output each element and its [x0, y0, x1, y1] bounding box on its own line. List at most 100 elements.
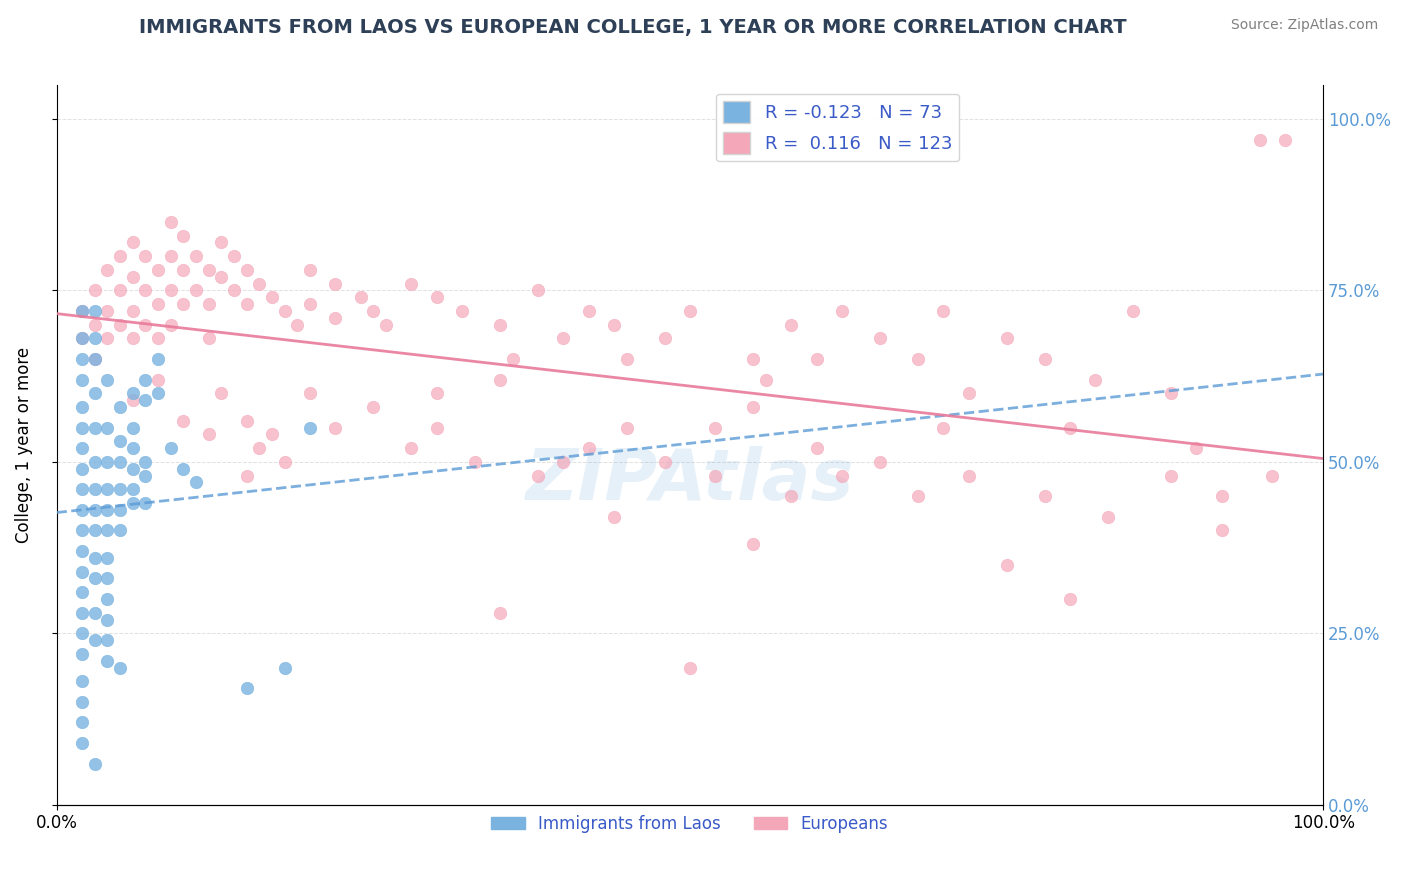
Point — [159, 441, 181, 455]
Point — [121, 461, 143, 475]
Point — [247, 441, 270, 455]
Point — [172, 297, 194, 311]
Point — [70, 461, 93, 475]
Point — [1097, 509, 1119, 524]
Point — [742, 537, 765, 551]
Point — [426, 420, 449, 434]
Point — [70, 565, 93, 579]
Point — [184, 475, 207, 490]
Point — [108, 284, 131, 298]
Point — [108, 503, 131, 517]
Point — [108, 249, 131, 263]
Point — [121, 420, 143, 434]
Point — [70, 441, 93, 455]
Point — [83, 351, 105, 366]
Text: Source: ZipAtlas.com: Source: ZipAtlas.com — [1230, 18, 1378, 32]
Point — [374, 318, 396, 332]
Point — [83, 756, 105, 771]
Point — [96, 304, 118, 318]
Point — [70, 503, 93, 517]
Point — [235, 262, 257, 277]
Point — [96, 455, 118, 469]
Point — [159, 249, 181, 263]
Point — [96, 613, 118, 627]
Point — [96, 524, 118, 538]
Point — [489, 372, 512, 386]
Point — [121, 441, 143, 455]
Point — [553, 331, 575, 345]
Point — [83, 304, 105, 318]
Point — [247, 277, 270, 291]
Point — [172, 228, 194, 243]
Point — [1084, 372, 1107, 386]
Legend: R = -0.123   N = 73, R =  0.116   N = 123: R = -0.123 N = 73, R = 0.116 N = 123 — [716, 94, 959, 161]
Point — [96, 420, 118, 434]
Point — [121, 386, 143, 401]
Point — [108, 318, 131, 332]
Text: ZIPAtlas: ZIPAtlas — [526, 446, 853, 516]
Point — [83, 455, 105, 469]
Point — [146, 297, 169, 311]
Point — [83, 351, 105, 366]
Point — [806, 351, 828, 366]
Point — [159, 215, 181, 229]
Point — [121, 304, 143, 318]
Point — [464, 455, 486, 469]
Point — [995, 331, 1018, 345]
Point — [108, 455, 131, 469]
Point — [932, 420, 955, 434]
Point — [121, 269, 143, 284]
Point — [932, 304, 955, 318]
Point — [96, 571, 118, 585]
Point — [121, 331, 143, 345]
Point — [869, 455, 891, 469]
Point — [197, 331, 219, 345]
Point — [83, 503, 105, 517]
Point — [1211, 489, 1233, 503]
Point — [273, 304, 295, 318]
Point — [96, 372, 118, 386]
Point — [197, 427, 219, 442]
Point — [426, 290, 449, 304]
Y-axis label: College, 1 year or more: College, 1 year or more — [15, 347, 32, 542]
Point — [96, 654, 118, 668]
Point — [121, 235, 143, 250]
Point — [616, 420, 638, 434]
Point — [172, 461, 194, 475]
Point — [83, 284, 105, 298]
Point — [146, 331, 169, 345]
Point — [70, 400, 93, 414]
Point — [159, 318, 181, 332]
Point — [146, 351, 169, 366]
Point — [1033, 351, 1056, 366]
Point — [121, 393, 143, 408]
Point — [96, 262, 118, 277]
Point — [260, 427, 283, 442]
Point — [70, 585, 93, 599]
Point — [553, 455, 575, 469]
Point — [70, 304, 93, 318]
Point — [426, 386, 449, 401]
Point — [96, 503, 118, 517]
Point — [70, 674, 93, 689]
Point — [70, 372, 93, 386]
Point — [70, 736, 93, 750]
Point — [957, 386, 980, 401]
Point — [96, 591, 118, 606]
Point — [70, 351, 93, 366]
Point — [831, 468, 853, 483]
Point — [489, 318, 512, 332]
Point — [96, 331, 118, 345]
Point — [780, 318, 803, 332]
Point — [742, 400, 765, 414]
Point — [273, 660, 295, 674]
Point — [1033, 489, 1056, 503]
Point — [70, 647, 93, 661]
Point — [361, 400, 384, 414]
Point — [121, 496, 143, 510]
Point — [83, 633, 105, 648]
Point — [83, 318, 105, 332]
Point — [1274, 132, 1296, 146]
Point — [679, 660, 702, 674]
Point — [146, 386, 169, 401]
